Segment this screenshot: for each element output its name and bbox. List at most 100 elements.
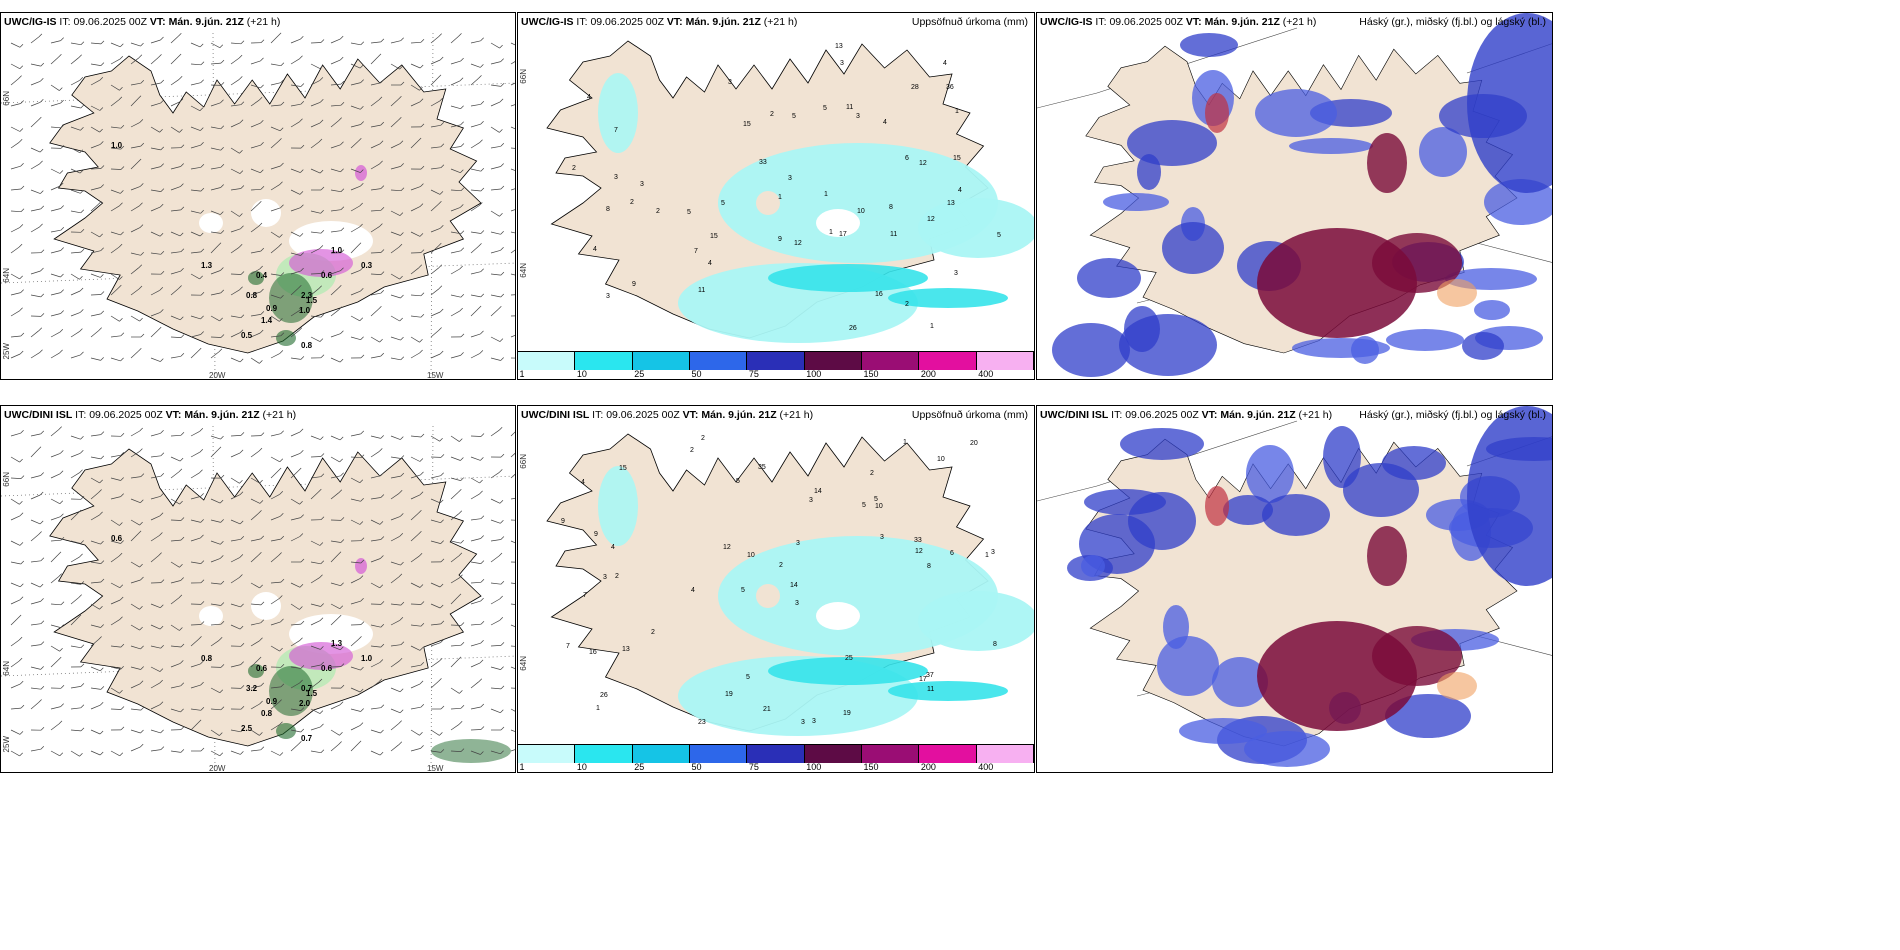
wind-barb-flag (380, 623, 385, 628)
wind-barb-flag (200, 747, 205, 752)
wind-barb-flag (480, 187, 485, 192)
precip-value-label: 5 (741, 587, 745, 594)
wind-barb-flag (280, 430, 284, 434)
high-cloud-area (1372, 233, 1462, 293)
wind-barb-flag (419, 680, 424, 685)
wind-barb-flag (319, 169, 324, 174)
precip-value-label: 10 (937, 456, 945, 463)
wind-barb (470, 205, 480, 212)
wind-barb (490, 84, 501, 87)
wind-barb-flag (220, 541, 224, 545)
precip-value-label: 3 (795, 600, 799, 607)
wind-barb-flag (320, 270, 325, 274)
wind-barb-flag (100, 184, 104, 188)
precip-mid-area (888, 288, 1008, 308)
wind-barb (310, 315, 321, 318)
wind-barb (350, 336, 361, 341)
wind-barb-flag (260, 682, 265, 687)
wind-barb (10, 683, 21, 689)
wind-barb (210, 292, 221, 296)
wind-barb-flag (500, 453, 505, 458)
wind-barb (190, 663, 201, 668)
wind-barb-flag (200, 707, 205, 711)
wind-barb-flag (40, 557, 45, 562)
wind-barb-flag (40, 598, 44, 602)
wind-barb (210, 623, 222, 626)
wind-barb-flag (20, 332, 25, 337)
wind-barb (370, 226, 380, 233)
wind-barb-flag (380, 79, 385, 84)
wind-barb-flag (200, 187, 205, 192)
wind-barb-flag (160, 579, 165, 583)
wind-barb (470, 681, 480, 689)
wind-barb (90, 105, 101, 111)
wind-barb (250, 357, 260, 364)
precip-value-label: 2 (651, 629, 655, 636)
wind-barb (130, 205, 140, 212)
wind-barb (30, 294, 41, 298)
wind-barb (350, 124, 361, 128)
precip-value-label: 3 (991, 549, 995, 556)
wind-barb (90, 624, 101, 628)
wind-barb-flag (60, 703, 64, 707)
wind-barb-flag (400, 436, 404, 440)
wind-barb (210, 558, 221, 563)
wind-barb-flag (179, 564, 183, 568)
wind-barb (270, 538, 281, 542)
wind-barb-flag (39, 148, 44, 153)
legend-swatch (689, 352, 748, 370)
wind-barb-flag (300, 252, 304, 256)
wind-barb (330, 456, 340, 463)
wind-barb (310, 80, 321, 86)
wind-barb-flag (39, 520, 44, 525)
low-cloud-area (1180, 33, 1238, 57)
wind-barb (450, 250, 461, 254)
wind-barb (410, 206, 421, 212)
wind-barb (50, 453, 61, 458)
wind-barb-flag (80, 351, 84, 356)
lat-label-25w: 25W (2, 343, 11, 360)
wind-barb (390, 119, 399, 128)
wind-barb (450, 435, 460, 442)
wind-barb-flag (499, 44, 503, 49)
wind-barb (170, 270, 181, 275)
wind-barb (490, 101, 501, 107)
wind-barb-flag (438, 678, 442, 682)
precip-value-label: 33 (759, 159, 767, 166)
wind-barb (90, 456, 101, 460)
legend-tick-label: 100 (806, 369, 822, 379)
wind-barb (30, 226, 40, 233)
wind-barb (130, 729, 141, 734)
wind-barb (210, 603, 221, 606)
wind-barb-flag (139, 448, 143, 452)
wind-barb (470, 456, 481, 461)
wind-barb (250, 332, 261, 338)
wind-barb (310, 664, 321, 668)
legend-swatch (632, 352, 690, 370)
wind-barb-flag (500, 58, 504, 62)
wind-barb-flag (500, 750, 504, 755)
precip-value-label: 3 (840, 60, 844, 67)
wind-barb (510, 431, 515, 437)
wind-barb (470, 642, 481, 647)
wind-barb (110, 58, 120, 65)
wind-barb (430, 227, 441, 233)
wind-barb-flag (80, 450, 84, 454)
wind-barb-flag (498, 305, 502, 310)
wind-barb (90, 187, 101, 191)
wind-barb (350, 639, 359, 647)
wind-barb-flag (238, 54, 243, 59)
wind-barb-flag (260, 169, 264, 173)
wind-barb-flag (98, 200, 102, 205)
wind-barb-flag (499, 595, 503, 600)
wind-barb (490, 308, 499, 317)
wind-barb-flag (398, 116, 402, 121)
wind-barb (450, 596, 459, 605)
wind-barb (210, 435, 221, 440)
wind-barb (470, 333, 481, 338)
wind-barb-flag (260, 39, 265, 43)
wind-barb-flag (60, 37, 64, 41)
wind-barb (410, 41, 422, 44)
legend-swatch (976, 352, 1034, 370)
